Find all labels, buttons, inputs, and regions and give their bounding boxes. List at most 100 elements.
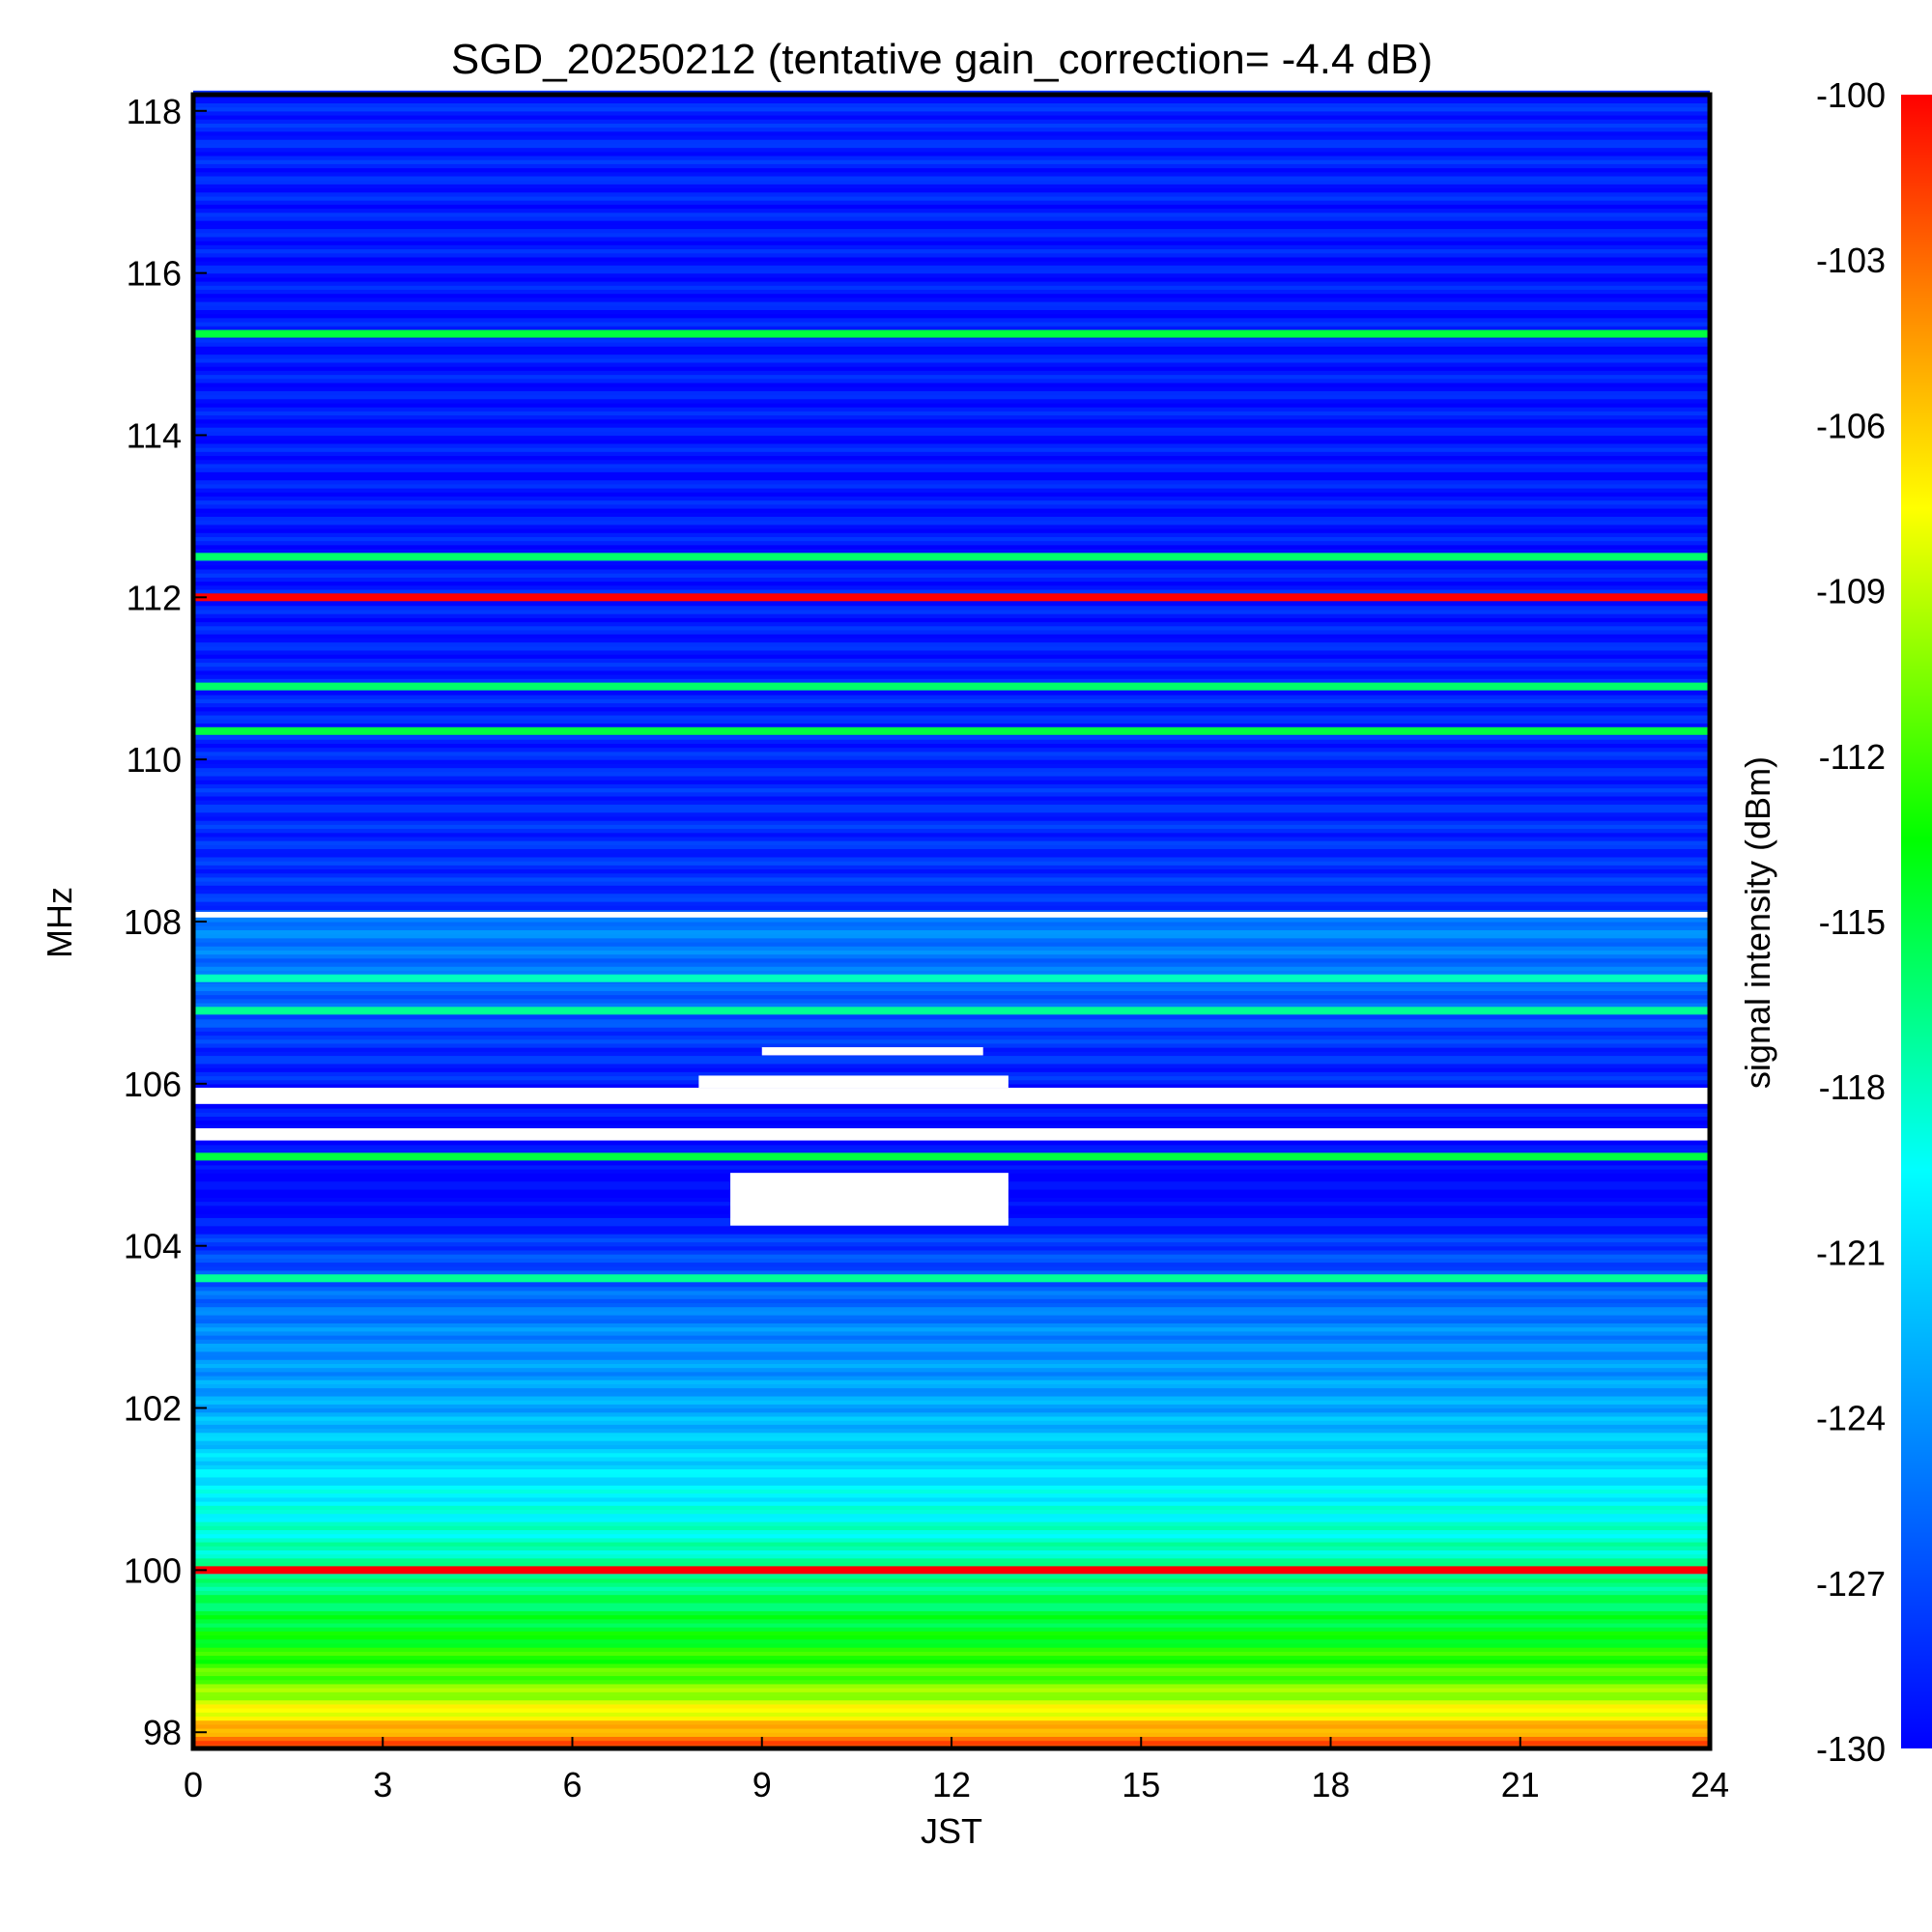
colorbar-tick-label: -100	[1816, 75, 1886, 115]
heatmap-row	[193, 220, 1710, 225]
x-tick-label: 6	[562, 1765, 582, 1804]
heatmap-row	[193, 1618, 1710, 1624]
heatmap-row	[193, 1631, 1710, 1636]
heatmap-row	[193, 366, 1710, 371]
heatmap-row	[193, 852, 1710, 858]
heatmap-row	[193, 289, 1710, 295]
heatmap-row	[193, 532, 1710, 537]
heatmap-row	[193, 1415, 1710, 1421]
heatmap-row	[193, 1290, 1710, 1295]
heatmap-row	[193, 953, 1710, 959]
heatmap-row	[193, 1265, 1710, 1271]
heatmap-row	[193, 1123, 1710, 1129]
heatmap-row	[193, 1237, 1710, 1243]
heatmap-row	[193, 986, 1710, 991]
heatmap-row	[193, 439, 1710, 444]
heatmap-row	[193, 1404, 1710, 1409]
heatmap-row	[193, 771, 1710, 777]
heatmap-row	[193, 581, 1710, 586]
heatmap-row	[193, 698, 1710, 704]
heatmap-row	[193, 1521, 1710, 1526]
heatmap-row	[193, 293, 1710, 298]
heatmap-row	[193, 1662, 1710, 1668]
heatmap-row	[193, 1322, 1710, 1328]
heatmap-row	[193, 394, 1710, 400]
y-tick-label: 106	[124, 1065, 182, 1104]
heatmap-row	[193, 767, 1710, 773]
heatmap-row	[193, 536, 1710, 542]
heatmap-row	[193, 143, 1710, 149]
heatmap-row	[193, 747, 1710, 753]
heatmap-row	[193, 346, 1710, 351]
heatmap-row	[193, 1553, 1710, 1559]
heatmap-row	[193, 503, 1710, 509]
heatmap-row	[193, 808, 1710, 813]
heatmap-row	[193, 1525, 1710, 1531]
y-axis-label: MHz	[40, 887, 79, 958]
heatmap-row	[193, 1634, 1710, 1640]
heatmap-row	[193, 1594, 1710, 1600]
heatmap-row	[193, 723, 1710, 728]
heatmap-row	[193, 261, 1710, 266]
heatmap-row	[193, 605, 1710, 611]
heatmap-row	[193, 905, 1710, 911]
heatmap-row	[193, 236, 1710, 242]
heatmap-row	[193, 917, 1710, 923]
heatmap-row	[193, 1330, 1710, 1336]
heatmap-row	[193, 204, 1710, 210]
heatmap-row	[193, 256, 1710, 262]
heatmap-row	[193, 1371, 1710, 1377]
heatmap-row	[193, 1533, 1710, 1539]
x-tick-label: 18	[1311, 1765, 1350, 1804]
heatmap-row	[193, 1712, 1710, 1718]
heatmap-row	[193, 139, 1710, 144]
heatmap-row	[193, 357, 1710, 363]
heatmap-row	[193, 1461, 1710, 1465]
heatmap-row	[193, 248, 1710, 254]
heatmap-row	[193, 1627, 1710, 1632]
x-tick-label: 9	[753, 1765, 772, 1804]
signal-band	[193, 1152, 1710, 1161]
heatmap-row	[193, 390, 1710, 396]
heatmap-row	[193, 114, 1710, 120]
heatmap-row	[193, 783, 1710, 789]
heatmap-row	[193, 1492, 1710, 1498]
heatmap-row	[193, 1716, 1710, 1721]
heatmap-row	[193, 844, 1710, 850]
heatmap-row	[193, 1719, 1710, 1725]
heatmap-row	[193, 1683, 1710, 1689]
heatmap-row	[193, 418, 1710, 424]
heatmap-row	[193, 1485, 1710, 1491]
heatmap-row	[193, 378, 1710, 384]
x-tick-label: 0	[184, 1765, 203, 1804]
heatmap-row	[193, 1691, 1710, 1697]
heatmap-row	[193, 937, 1710, 943]
heatmap-row	[193, 167, 1710, 173]
heatmap-row	[193, 1302, 1710, 1308]
heatmap-row	[193, 155, 1710, 160]
x-tick-label: 15	[1122, 1765, 1160, 1804]
heatmap-row	[193, 527, 1710, 533]
heatmap-row	[193, 645, 1710, 651]
y-tick-label: 100	[124, 1550, 182, 1590]
heatmap-row	[193, 1140, 1710, 1146]
heatmap-row	[193, 780, 1710, 784]
heatmap-row	[193, 1234, 1710, 1238]
heatmap-row	[193, 981, 1710, 987]
heatmap-row	[193, 1319, 1710, 1324]
colorbar-tick-label: -115	[1819, 902, 1886, 942]
heatmap-row	[193, 540, 1710, 546]
heatmap-row	[193, 1537, 1710, 1543]
heatmap-row	[193, 496, 1710, 501]
heatmap-row	[193, 601, 1710, 607]
heatmap-row	[193, 106, 1710, 112]
y-tick-label: 102	[124, 1389, 182, 1429]
heatmap-row	[193, 276, 1710, 282]
heatmap-row	[193, 171, 1710, 177]
heatmap-row	[193, 1695, 1710, 1701]
heatmap-row	[193, 739, 1710, 744]
heatmap-row	[193, 512, 1710, 517]
heatmap-row	[193, 488, 1710, 493]
heatmap-row	[193, 1549, 1710, 1555]
heatmap-row	[193, 1557, 1710, 1563]
